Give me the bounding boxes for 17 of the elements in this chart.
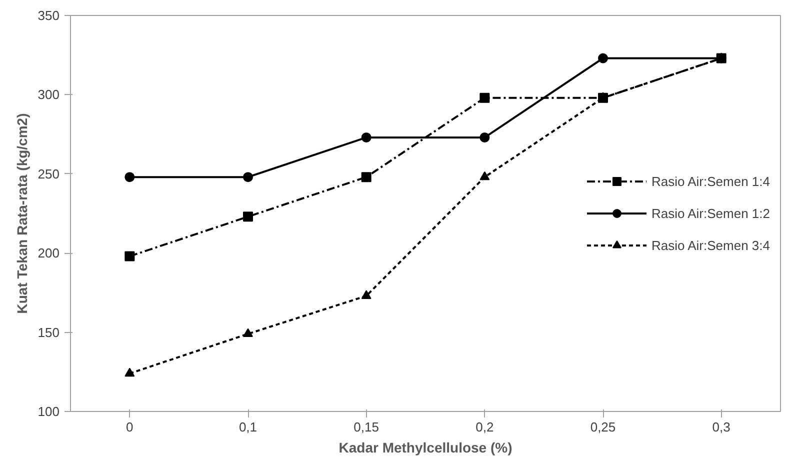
x-tick-label: 0,1 xyxy=(238,420,258,434)
y-axis-title: Kuat Tekan Rata-rata (kg/cm2) xyxy=(14,113,30,314)
x-tick-label: 0 xyxy=(126,420,134,434)
x-tick-label: 0,3 xyxy=(712,420,730,434)
legend-label: Rasio Air:Semen 1:4 xyxy=(651,174,770,188)
legend-label: Rasio Air:Semen 3:4 xyxy=(651,238,770,252)
legend-label: Rasio Air:Semen 1:2 xyxy=(651,206,770,220)
y-tick-label: 200 xyxy=(38,246,60,261)
y-tick-label: 100 xyxy=(38,404,60,419)
x-tick-label: 0,25 xyxy=(590,420,616,434)
y-tick-label: 300 xyxy=(38,87,60,102)
x-axis-title: Kadar Methylcellulose (%) xyxy=(338,440,512,456)
y-tick-label: 250 xyxy=(38,166,60,182)
x-tick-label: 0,15 xyxy=(354,420,379,434)
y-tick-label: 150 xyxy=(38,324,60,340)
x-tick-label: 0,2 xyxy=(476,420,494,434)
y-tick-label: 350 xyxy=(38,8,60,23)
